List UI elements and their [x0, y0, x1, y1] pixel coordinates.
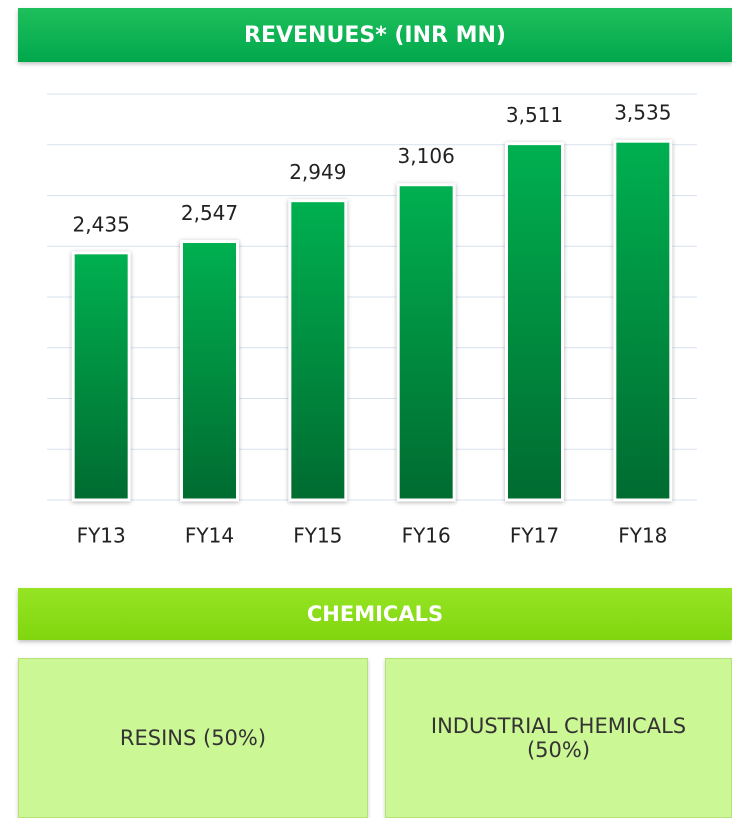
segment-item: RESINS (50%): [18, 658, 368, 818]
value-label: 3,106: [398, 144, 455, 168]
x-tick-label: FY14: [185, 524, 234, 548]
value-label: 2,435: [73, 212, 130, 236]
bar: [288, 199, 348, 502]
bar: [71, 251, 131, 502]
bar: [505, 142, 564, 502]
bar: [396, 183, 456, 502]
x-tick-label: FY15: [293, 524, 342, 548]
segment-item: INDUSTRIAL CHEMICALS (50%): [385, 658, 732, 818]
bar: [180, 239, 239, 502]
bar: [613, 139, 673, 502]
x-tick-label: FY17: [510, 524, 559, 548]
value-label: 2,949: [289, 160, 346, 184]
chart-title: REVENUES* (INR MN): [18, 8, 732, 62]
x-tick-label: FY16: [402, 524, 451, 548]
x-tick-label: FY13: [77, 524, 126, 548]
chart: FY13 2,435 FY14 2,547 FY15 2,949 FY16 3,106 FY17…: [47, 93, 697, 548]
x-tick-label: FY18: [618, 524, 667, 548]
value-label: 3,511: [506, 103, 563, 127]
value-label: 3,535: [614, 101, 671, 125]
segment-title: CHEMICALS: [18, 588, 732, 640]
value-label: 2,547: [181, 201, 238, 225]
